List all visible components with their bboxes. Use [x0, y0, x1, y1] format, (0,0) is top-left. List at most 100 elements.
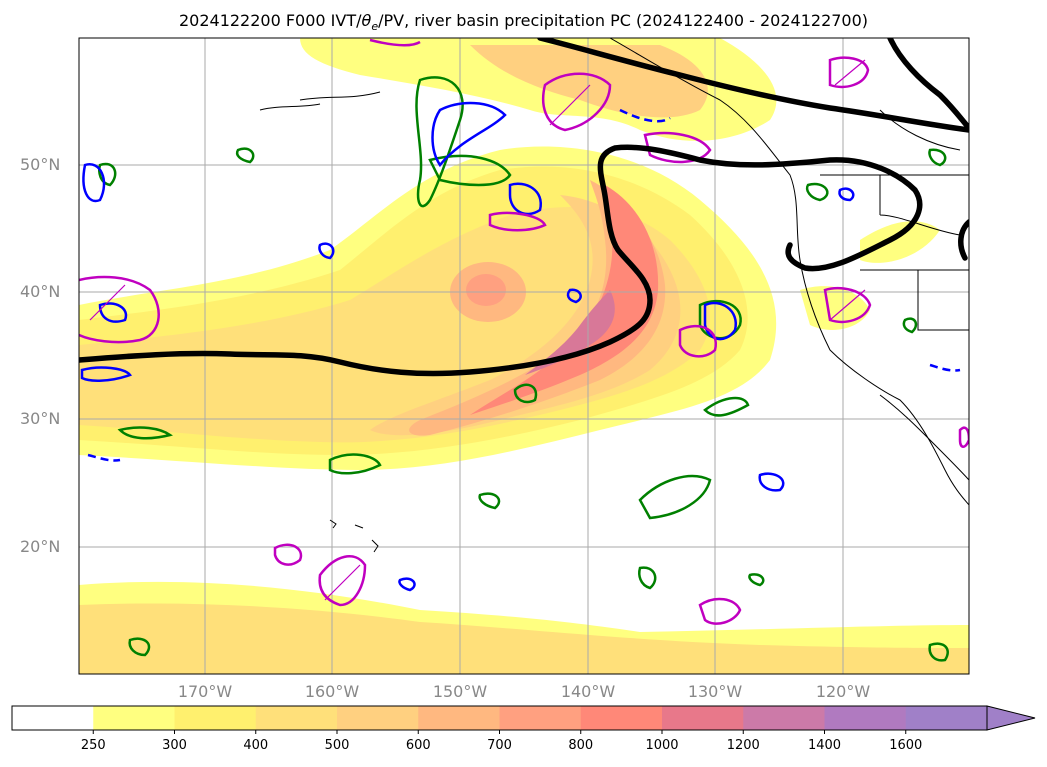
ivt-band-north-inner [470, 45, 708, 118]
ivt-ar-600 [409, 180, 666, 436]
colorbar-swatch [255, 706, 338, 730]
map-area [79, 38, 969, 674]
colorbar-extend-arrow [986, 705, 1036, 731]
green-contour [513, 383, 538, 404]
gridlines [79, 38, 969, 674]
blue-contour [619, 108, 671, 123]
ivt-shading [79, 38, 969, 674]
ivt-band-south-inner [79, 603, 969, 674]
blue-contour [758, 472, 785, 492]
title-prefix: 2024122200 F000 IVT/ [178, 11, 362, 30]
colorbar-tick-label: 800 [568, 738, 594, 753]
colorbar-tick-label: 1200 [726, 738, 760, 753]
green-contour [698, 299, 742, 340]
lat-label-50n: 50°N [20, 155, 61, 174]
colorbar-swatch [337, 706, 419, 730]
green-contour [117, 426, 173, 440]
figure-title: 2024122200 F000 IVT/θe/PV, river basin p… [0, 11, 1047, 33]
green-contour [235, 147, 255, 164]
ivt-ar-800 [470, 185, 659, 415]
green-contour [748, 573, 765, 587]
lat-label-40n: 40°N [20, 282, 61, 301]
ivt-ar-1200 [525, 290, 615, 375]
lon-label-140w: 140°W [560, 682, 616, 701]
colorbar-swatch [93, 706, 175, 730]
colorbar-tick-label: 600 [405, 738, 431, 753]
green-contour [928, 148, 947, 167]
green-contour [128, 637, 151, 657]
magenta-contour [828, 56, 870, 89]
magenta-contour [643, 131, 712, 164]
green-contour [928, 642, 949, 662]
blue-contour [929, 363, 961, 372]
green-contour [638, 474, 712, 520]
green-contour [805, 182, 829, 202]
green-contour [638, 566, 657, 590]
blue-contour [98, 302, 128, 323]
pv-contour-ne [887, 38, 969, 131]
green-contour [328, 453, 382, 475]
lon-label-160w: 160°W [304, 682, 360, 701]
blue-contour [87, 453, 121, 462]
blue-contour [80, 366, 132, 382]
colorbar-tick-label: 250 [80, 738, 106, 753]
blue-contour [398, 577, 416, 592]
pv-contour-north [537, 38, 969, 133]
blue-contour [566, 288, 582, 304]
colorbar-tick-label: 1600 [889, 738, 923, 753]
colorbar-swatches [12, 706, 988, 730]
colorbar-swatch [743, 706, 825, 730]
colorbar-swatch [12, 706, 94, 730]
colorbar-swatch [824, 706, 907, 730]
blue-contour [431, 101, 507, 168]
lat-label-20n: 20°N [20, 537, 61, 556]
ivt-coast-north [860, 221, 940, 263]
magenta-contour [823, 286, 872, 324]
ivt-cyclone-core-inner [466, 274, 506, 306]
green-contour [428, 154, 512, 187]
title-suffix: /PV, river basin precipitation PC (20241… [378, 11, 869, 30]
blue-contour [318, 242, 335, 260]
magenta-contour [369, 38, 421, 47]
colorbar-swatch [499, 706, 582, 730]
colorbar [11, 705, 1036, 734]
lon-label-130w: 130°W [687, 682, 743, 701]
green-contour [478, 492, 501, 510]
pv-contour-main [79, 144, 923, 377]
precip-contours-green [98, 76, 949, 662]
title-theta: θ [361, 11, 372, 30]
colorbar-tick-label: 700 [487, 738, 512, 753]
green-contour [98, 162, 117, 187]
magenta-contour [89, 59, 866, 601]
colorbar-swatch [174, 706, 257, 730]
colorbar-tick-label: 500 [324, 738, 350, 753]
colorbar-swatch [580, 706, 663, 730]
green-contour [902, 317, 918, 334]
ivt-coast [800, 286, 870, 330]
magenta-contour [678, 324, 718, 358]
green-contour [415, 76, 464, 208]
lon-label-150w: 150°W [432, 682, 488, 701]
blue-contour [838, 187, 855, 202]
lon-label-120w: 120°W [815, 682, 871, 701]
colorbar-swatch [662, 706, 744, 730]
colorbar-tick-label: 1000 [645, 738, 679, 753]
magenta-contour [318, 555, 367, 607]
magenta-contour [698, 597, 742, 625]
magenta-contour [79, 275, 160, 344]
pv-contours [79, 38, 969, 377]
precip-contours-magenta [79, 38, 969, 625]
colorbar-swatch [418, 706, 500, 730]
blue-contour [82, 163, 106, 203]
colorbar-tick-label: 300 [162, 738, 187, 753]
title-theta-sub: e [371, 20, 379, 34]
colorbar-tick-label: 1400 [807, 738, 842, 753]
magenta-contour [488, 211, 547, 232]
lat-label-30n: 30°N [20, 409, 61, 428]
green-contour [703, 396, 750, 417]
precip-contours-blue [80, 101, 961, 592]
lon-label-170w: 170°W [177, 682, 233, 701]
map-frame [78, 37, 970, 675]
pv-contour-east [958, 219, 969, 261]
